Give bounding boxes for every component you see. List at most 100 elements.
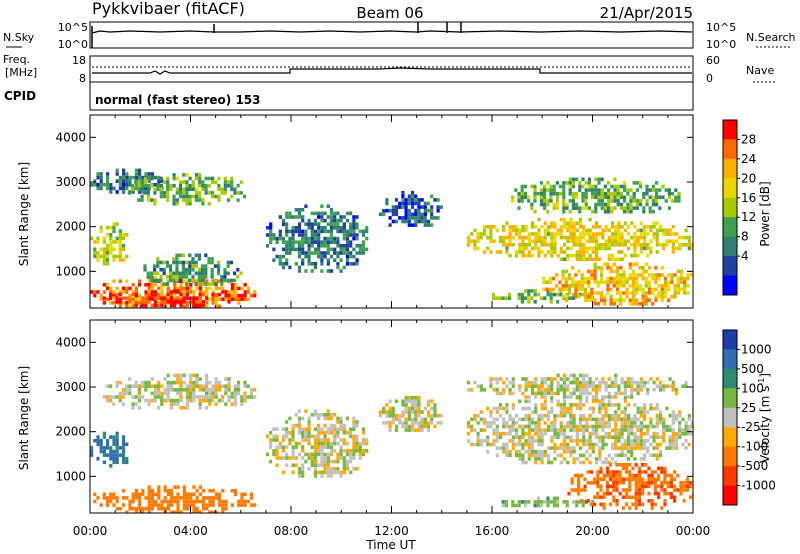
velocity-cell-5 — [687, 413, 691, 418]
power-cell-11 — [619, 184, 623, 189]
power-cell-8 — [572, 239, 576, 243]
power-cell-2 — [115, 236, 119, 241]
velocity-ytick-label: 4000 — [55, 335, 86, 349]
velocity-cell-5 — [649, 417, 653, 422]
velocity-cell-8 — [617, 388, 621, 392]
power-cell-3 — [99, 175, 103, 180]
power-cell-6 — [329, 240, 334, 244]
velocity-cell-5 — [521, 446, 525, 450]
velocity-cell-3 — [336, 467, 340, 471]
velocity-cell-8 — [540, 380, 544, 385]
velocity-cell-6 — [565, 500, 569, 504]
velocity-cell-5 — [514, 442, 519, 447]
power-cell-9 — [568, 296, 572, 300]
velocity-cell-4 — [417, 406, 421, 411]
power-cell-3 — [128, 179, 132, 183]
velocity-cell-7 — [596, 484, 600, 489]
velocity-cell-8 — [562, 377, 567, 381]
velocity-cell-6 — [533, 503, 537, 508]
velocity-cell-5 — [556, 431, 560, 436]
velocity-cell-0 — [192, 503, 196, 507]
velocity-cell-3 — [358, 441, 362, 446]
velocity-cell-4 — [433, 406, 437, 411]
power-cell-5 — [175, 260, 179, 265]
velocity-cell-7 — [605, 488, 609, 492]
power-cell-6 — [281, 262, 286, 266]
power-cell-9 — [527, 300, 531, 304]
power-cell-6 — [307, 254, 311, 259]
power-cell-0 — [157, 301, 161, 305]
power-cell-10 — [612, 262, 616, 266]
velocity-cell-7 — [599, 502, 603, 507]
power-cell-4 — [143, 191, 147, 195]
power-cell-8 — [514, 250, 519, 254]
power-cell-8 — [687, 239, 691, 243]
power-cell-7 — [401, 205, 405, 209]
power-cell-8 — [543, 221, 547, 225]
power-cell-8 — [652, 225, 656, 229]
velocity-cell-3 — [297, 470, 302, 475]
velocity-cell-5 — [511, 442, 515, 447]
power-cell-11 — [581, 184, 585, 189]
velocity-cell-2 — [131, 402, 135, 406]
power-cell-1 — [169, 300, 173, 304]
velocity-cell-0 — [147, 510, 151, 513]
power-cell-5 — [194, 271, 198, 276]
velocity-cell-2 — [195, 373, 199, 378]
velocity-cell-5 — [546, 460, 551, 465]
velocity-cell-5 — [562, 399, 567, 404]
power-cell-1 — [102, 296, 106, 300]
velocity-cell-5 — [642, 413, 647, 418]
power-cell-6 — [361, 233, 366, 237]
velocity-cell-4 — [430, 406, 434, 411]
power-cell-11 — [543, 199, 547, 203]
power-cell-10 — [606, 284, 610, 288]
velocity-cell-1 — [125, 442, 129, 447]
power-cell-10 — [676, 284, 680, 288]
power-cell-8 — [671, 250, 675, 254]
velocity-cell-5 — [521, 417, 525, 422]
power-cell-5 — [217, 264, 221, 268]
power-cell-5 — [201, 275, 205, 279]
velocity-cell-2 — [157, 395, 161, 399]
velocity-cell-2 — [189, 388, 193, 392]
velocity-cell-2 — [153, 391, 157, 396]
velocity-cell-2 — [214, 402, 218, 406]
power-cell-6 — [342, 222, 346, 226]
power-cell-2 — [106, 247, 110, 251]
power-cell-11 — [655, 188, 659, 192]
velocity-cell-3 — [323, 456, 327, 460]
power-cell-8 — [594, 250, 599, 254]
velocity-cell-8 — [562, 373, 567, 378]
power-cell-8 — [582, 228, 586, 233]
power-cell-0 — [166, 297, 170, 301]
velocity-cell-5 — [642, 403, 647, 407]
velocity-cell-8 — [543, 391, 547, 396]
velocity-cell-5 — [572, 413, 576, 418]
power-cell-6 — [320, 204, 324, 208]
velocity-cell-5 — [562, 457, 567, 461]
velocity-cell-5 — [521, 457, 525, 461]
power-cell-8 — [556, 228, 560, 233]
power-cell-11 — [626, 191, 630, 196]
velocity-cell-5 — [658, 410, 663, 414]
power-cell-0 — [154, 290, 158, 294]
velocity-cell-4 — [410, 410, 415, 414]
power-cell-11 — [555, 181, 559, 185]
power-cell-6 — [358, 229, 362, 234]
velocity-cell-8 — [681, 384, 685, 388]
velocity-cell-4 — [394, 399, 399, 404]
velocity-cell-3 — [323, 459, 327, 464]
velocity-cell-3 — [323, 441, 327, 446]
power-cell-5 — [201, 264, 205, 268]
velocity-cell-2 — [176, 377, 180, 381]
velocity-cell-3 — [297, 416, 302, 421]
power-cell-8 — [518, 250, 522, 254]
velocity-cell-5 — [639, 413, 643, 418]
power-cell-4 — [201, 187, 205, 192]
power-cell-8 — [585, 246, 589, 251]
power-cell-0 — [138, 301, 142, 305]
velocity-cell-0 — [147, 499, 151, 504]
power-cell-8 — [655, 228, 659, 233]
power-cell-8 — [623, 228, 627, 233]
